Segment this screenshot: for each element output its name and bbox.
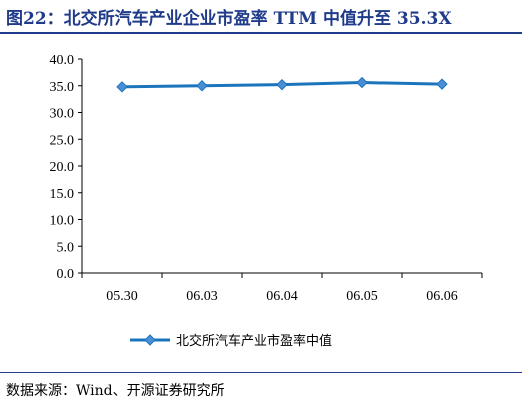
y-tick-label: 35.0 [50, 80, 75, 95]
y-tick-label: 15.0 [50, 187, 75, 202]
x-tick-label: 06.03 [186, 289, 218, 304]
y-tick-label: 30.0 [50, 107, 75, 122]
legend-marker [144, 334, 156, 346]
y-tick-label: 40.0 [50, 53, 75, 68]
y-axis: 0.0 5.0 10.0 15.0 20.0 25.0 30.0 35.0 40.0 [50, 53, 83, 282]
y-tick-label: 25.0 [50, 133, 75, 148]
y-tick-label: 5.0 [57, 240, 75, 255]
data-point [276, 78, 288, 91]
x-tick-label: 06.06 [426, 289, 458, 304]
title-divider [0, 32, 522, 34]
y-tick-label: 0.0 [57, 267, 75, 282]
legend-label: 北交所汽车产业市盈率中值 [176, 333, 332, 349]
chart-title: 图22：北交所汽车产业企业市盈率 TTM 中值升至 35.3X [6, 9, 452, 29]
y-tick-label: 10.0 [50, 214, 75, 229]
source-note: 数据来源：Wind、开源证券研究所 [6, 383, 225, 399]
x-tick-label: 06.05 [346, 289, 378, 304]
x-tick-label: 06.04 [266, 289, 298, 304]
plot-area [116, 76, 448, 93]
source-divider [0, 372, 522, 373]
line-chart: 0.0 5.0 10.0 15.0 20.0 25.0 30.0 35.0 40.0 05.30… [50, 53, 483, 349]
x-axis: 05.30 06.03 06.04 06.05 06.06 [81, 272, 483, 304]
legend: 北交所汽车产业市盈率中值 [130, 333, 332, 349]
data-point [116, 81, 128, 93]
x-tick-label: 05.30 [106, 289, 138, 304]
y-tick-label: 20.0 [50, 160, 75, 175]
data-point [196, 80, 208, 92]
data-point [356, 76, 368, 89]
data-point [436, 78, 448, 90]
